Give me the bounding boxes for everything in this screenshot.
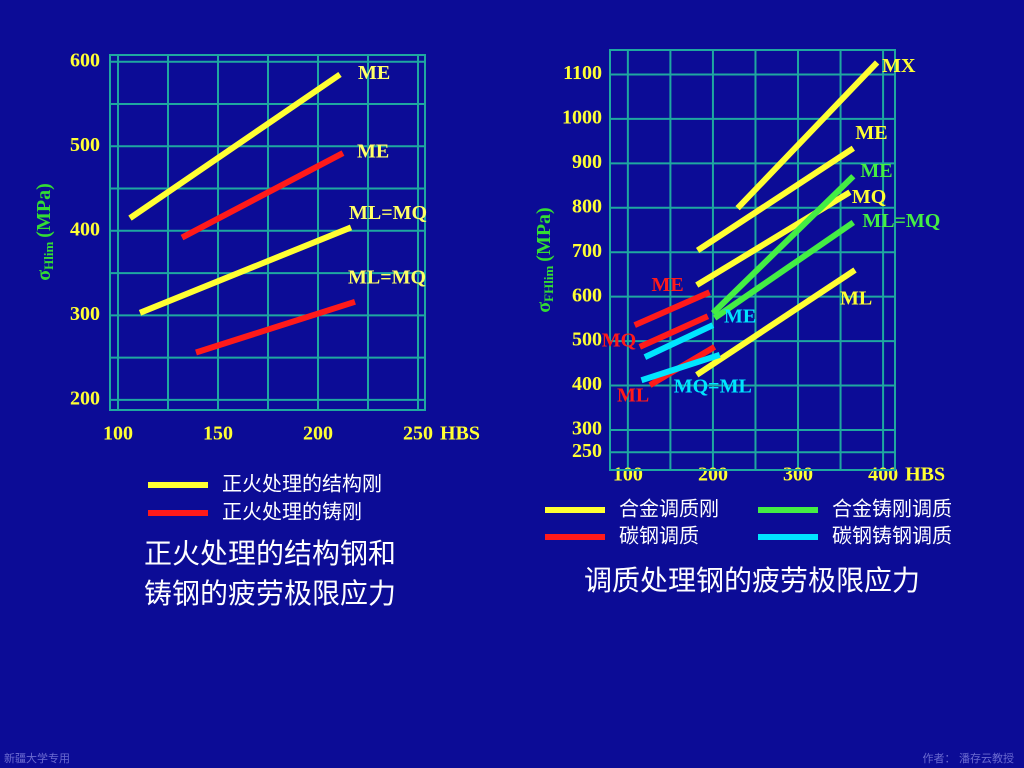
y-tick-label: 1000 (562, 106, 602, 128)
y-label-symbol: σ (33, 270, 55, 281)
y-label-unit: (MPa) (33, 183, 55, 237)
line-label: ML=MQ (349, 202, 427, 224)
line-segment (643, 322, 715, 360)
chart-title: 正火处理的结构钢和 (144, 537, 396, 570)
y-label-subscript: FHlim (541, 266, 556, 302)
y-label-subscript: Hlim (41, 242, 56, 270)
y-label-symbol: σ (533, 302, 555, 313)
line-segment (180, 150, 345, 241)
y-axis-label: σHlim (MPa) (33, 183, 56, 280)
line-segment (633, 289, 711, 328)
line-label: MQ (852, 186, 886, 208)
y-tick-label: 200 (70, 387, 100, 409)
legend-label: 合金铸刚调质 (832, 497, 952, 521)
line-label: ME (860, 160, 892, 182)
line-segment (735, 60, 880, 211)
x-axis-label: HBS (905, 464, 945, 486)
line-segment (128, 71, 342, 221)
y-tick-label: 700 (572, 240, 602, 262)
chart: 100 150 200 250 200 300 400 500 600 HBS σHlim (MPa)… (33, 49, 480, 610)
y-axis-label: σFHlim (MPa) (533, 207, 556, 312)
line-label: MQ=ML (674, 375, 752, 397)
y-tick-label: 400 (572, 373, 602, 395)
legend-label: 合金调质刚 (619, 497, 719, 521)
chart-title: 铸钢的疲劳极限应力 (144, 577, 396, 610)
line-label: ML=MQ (348, 266, 426, 288)
y-tick-label: 400 (70, 218, 100, 240)
y-tick-label: 1100 (563, 62, 602, 84)
line-label: ME (855, 122, 887, 144)
x-tick-label: 100 (103, 423, 133, 445)
footer-right: 作者： 潘存云教授 (923, 751, 1015, 765)
line-segment (695, 145, 855, 253)
y-tick-label: 300 (572, 418, 602, 440)
legend-label: 碳钢调质 (619, 524, 699, 548)
legend-label: 正火处理的结构刚 (222, 472, 382, 496)
plot-border (609, 49, 896, 471)
x-tick-label: 200 (698, 464, 728, 486)
footer-left: 新疆大学专用 (4, 751, 70, 765)
y-tick-label: 900 (572, 151, 602, 173)
x-tick-label: 150 (203, 423, 233, 445)
x-tick-label: 100 (613, 464, 643, 486)
x-axis-label: HBS (440, 423, 480, 445)
y-tick-label: 600 (572, 284, 602, 306)
chart: 100 200 300 4002503004005006007008009001000… (533, 49, 952, 597)
y-label-unit: (MPa) (533, 207, 555, 261)
plot-border (109, 54, 426, 411)
x-tick-label: 250 (403, 423, 433, 445)
line-label: ML (840, 288, 872, 310)
y-tick-label: 500 (572, 329, 602, 351)
x-tick-label: 300 (783, 464, 813, 486)
line-label: ML (617, 385, 649, 407)
line-label: ML=MQ (862, 210, 940, 232)
legend-label: 正火处理的铸刚 (222, 500, 362, 524)
x-tick-label: 200 (303, 423, 333, 445)
line-label: ME (357, 141, 389, 163)
line-segment (695, 267, 857, 378)
y-tick-label: 250 (572, 440, 602, 462)
line-label: ME (724, 306, 756, 328)
line-label: MQ (602, 329, 636, 351)
line-segment (638, 313, 710, 350)
line-segment (640, 352, 721, 384)
y-tick-label: 600 (70, 49, 100, 71)
y-tick-label: 300 (70, 303, 100, 325)
line-segment (195, 298, 356, 356)
x-tick-label: 400 (868, 464, 898, 486)
line-label: MX (882, 55, 916, 77)
line-segment (712, 219, 856, 321)
line-label: ME (358, 62, 390, 84)
y-tick-label: 500 (70, 134, 100, 156)
chart-title: 调质处理钢的疲劳极限应力 (584, 564, 920, 597)
legend-label: 碳钢铸钢调质 (832, 524, 952, 548)
line-segment (710, 174, 856, 316)
line-segment (138, 224, 353, 316)
y-tick-label: 800 (572, 195, 602, 217)
line-label: ME (652, 274, 684, 296)
